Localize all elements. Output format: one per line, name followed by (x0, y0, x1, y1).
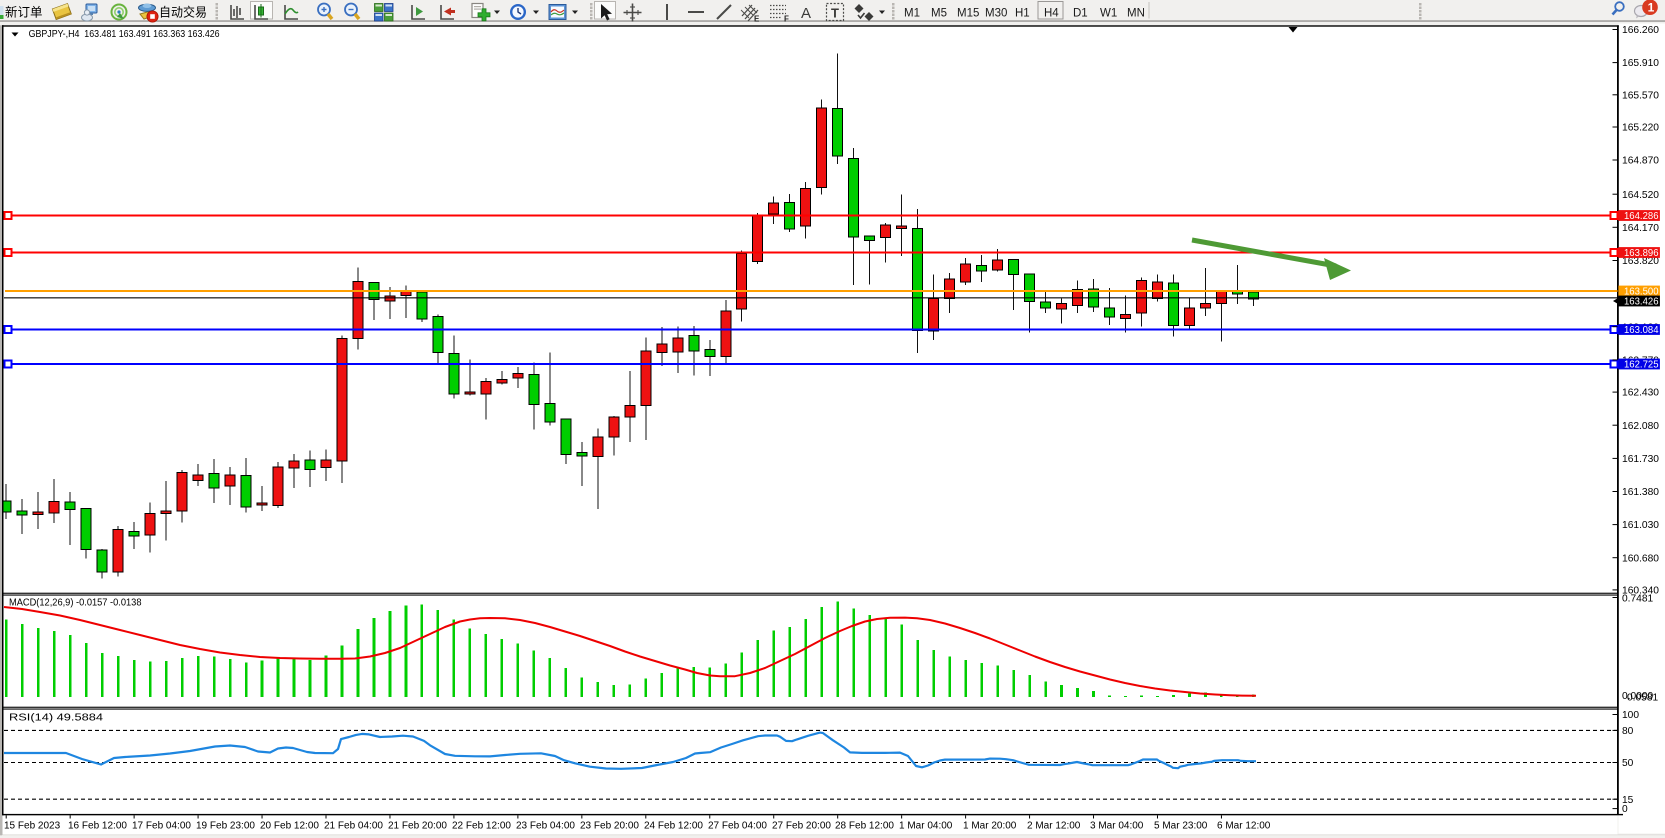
svg-text:D1: D1 (1073, 8, 1088, 20)
svg-text:RSI(14) 49.5884: RSI(14) 49.5884 (9, 713, 103, 724)
svg-text:161.030: 161.030 (1622, 520, 1659, 531)
svg-text:162.430: 162.430 (1622, 388, 1659, 399)
svg-text:W1: W1 (1100, 8, 1117, 20)
svg-text:5 Mar 23:00: 5 Mar 23:00 (1154, 820, 1208, 831)
svg-text:M15: M15 (957, 8, 979, 20)
svg-text:163.500: 163.500 (1624, 287, 1659, 298)
svg-text:161.380: 161.380 (1622, 487, 1659, 498)
svg-text:GBPJPY-,H4 163.481 163.491 16: GBPJPY-,H4 163.481 163.491 163.363 163.4… (29, 29, 220, 40)
svg-text:自动交易: 自动交易 (159, 5, 207, 20)
svg-text:164.170: 164.170 (1622, 223, 1659, 234)
svg-text:M1: M1 (904, 8, 920, 20)
svg-text:6 Mar 12:00: 6 Mar 12:00 (1217, 820, 1271, 831)
svg-text:M5: M5 (931, 8, 947, 20)
svg-text:M30: M30 (985, 8, 1007, 20)
svg-text:21 Feb 20:00: 21 Feb 20:00 (388, 820, 447, 831)
svg-text:22 Feb 12:00: 22 Feb 12:00 (452, 820, 511, 831)
svg-text:19 Feb 23:00: 19 Feb 23:00 (196, 820, 255, 831)
svg-text:23 Feb 20:00: 23 Feb 20:00 (580, 820, 639, 831)
svg-text:165.220: 165.220 (1622, 123, 1659, 134)
svg-text:166.260: 166.260 (1622, 25, 1659, 36)
svg-text:0: 0 (1622, 804, 1628, 815)
svg-text:162.725: 162.725 (1624, 360, 1659, 371)
svg-text:1 Mar 04:00: 1 Mar 04:00 (899, 820, 953, 831)
svg-text:160.680: 160.680 (1622, 553, 1659, 564)
svg-text:164.286: 164.286 (1624, 211, 1659, 222)
svg-text:A: A (801, 5, 811, 22)
svg-text:0.0581: 0.0581 (1627, 693, 1658, 704)
svg-text:163.820: 163.820 (1622, 256, 1659, 267)
svg-text:T: T (831, 6, 839, 21)
svg-text:24 Feb 12:00: 24 Feb 12:00 (644, 820, 703, 831)
svg-text:161.730: 161.730 (1622, 454, 1659, 465)
svg-text:100: 100 (1622, 710, 1639, 721)
svg-text:0.0000: 0.0000 (1622, 691, 1653, 702)
svg-text:165.910: 165.910 (1622, 58, 1659, 69)
svg-text:F: F (784, 15, 789, 24)
svg-text:H4: H4 (1044, 8, 1059, 20)
svg-text:E: E (754, 15, 760, 24)
svg-text:3 Mar 04:00: 3 Mar 04:00 (1090, 820, 1144, 831)
svg-text:1: 1 (1648, 1, 1655, 15)
svg-text:15 Feb 2023: 15 Feb 2023 (4, 820, 61, 831)
svg-text:2 Mar 12:00: 2 Mar 12:00 (1027, 820, 1081, 831)
svg-text:MACD(12,26,9) -0.0157 -0.0138: MACD(12,26,9) -0.0157 -0.0138 (9, 598, 142, 609)
svg-text:164.870: 164.870 (1622, 156, 1659, 167)
svg-text:23 Feb 04:00: 23 Feb 04:00 (516, 820, 575, 831)
svg-text:160.340: 160.340 (1622, 586, 1659, 597)
svg-text:165.570: 165.570 (1622, 90, 1659, 101)
svg-text:163.896: 163.896 (1624, 248, 1659, 259)
svg-text:16 Feb 12:00: 16 Feb 12:00 (68, 820, 127, 831)
svg-text:163.084: 163.084 (1624, 325, 1659, 336)
svg-text:50: 50 (1622, 758, 1634, 769)
svg-text:163.426: 163.426 (1624, 297, 1659, 308)
svg-text:28 Feb 12:00: 28 Feb 12:00 (835, 820, 894, 831)
svg-text:80: 80 (1622, 726, 1634, 737)
svg-text:1 Mar 20:00: 1 Mar 20:00 (963, 820, 1017, 831)
svg-text:162.080: 162.080 (1622, 421, 1659, 432)
svg-text:MN: MN (1127, 8, 1145, 20)
svg-text:H1: H1 (1015, 8, 1030, 20)
svg-text:27 Feb 20:00: 27 Feb 20:00 (772, 820, 831, 831)
svg-text:0.7481: 0.7481 (1622, 593, 1653, 604)
svg-text:21 Feb 04:00: 21 Feb 04:00 (324, 820, 383, 831)
svg-text:17 Feb 04:00: 17 Feb 04:00 (132, 820, 191, 831)
svg-text:27 Feb 04:00: 27 Feb 04:00 (708, 820, 767, 831)
svg-text:15: 15 (1622, 795, 1634, 806)
svg-text:新订单: 新订单 (5, 5, 43, 20)
svg-text:20 Feb 12:00: 20 Feb 12:00 (260, 820, 319, 831)
svg-text:164.520: 164.520 (1622, 190, 1659, 201)
